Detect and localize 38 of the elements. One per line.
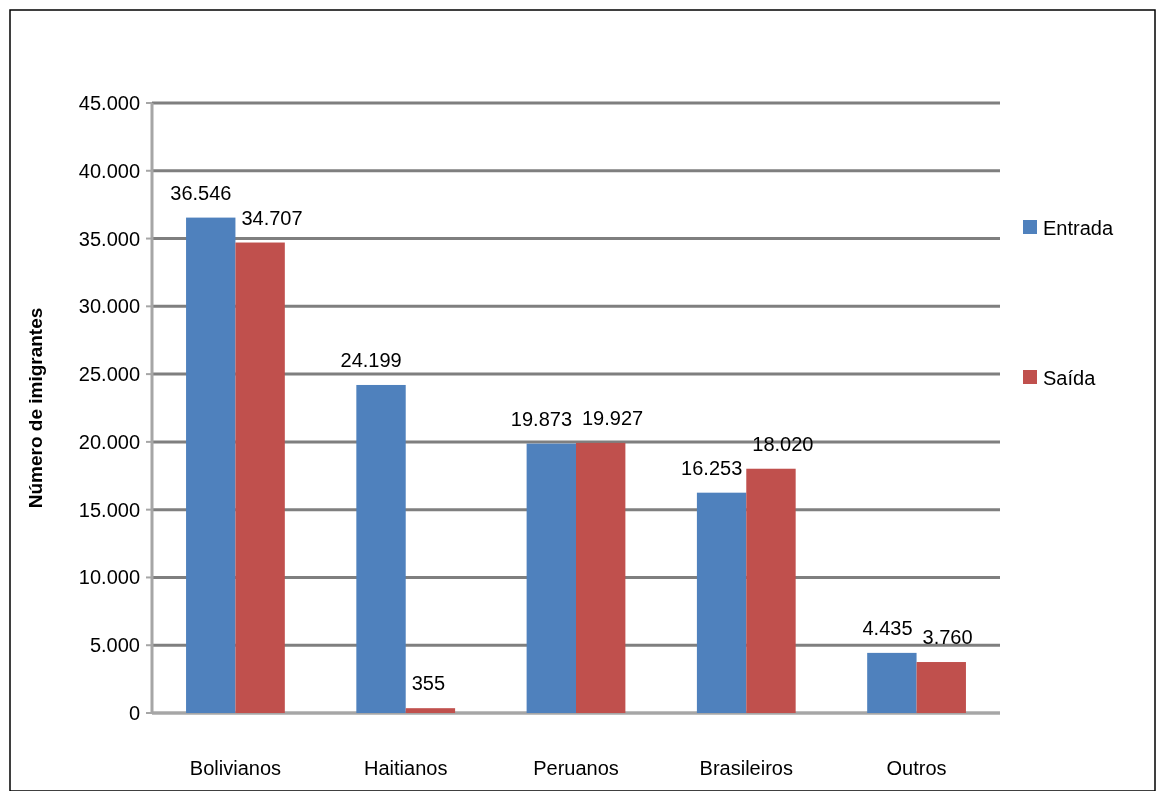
legend-label: Entrada bbox=[1043, 217, 1114, 239]
y-tick-label: 20.000 bbox=[78, 430, 140, 453]
data-label: 18.020 bbox=[752, 432, 814, 455]
y-tick-label: 25.000 bbox=[78, 363, 140, 386]
x-tick-label: Outros bbox=[886, 757, 947, 779]
x-tick-label: Brasileiros bbox=[699, 757, 793, 779]
y-tick-label: 0 bbox=[128, 702, 140, 724]
bar bbox=[576, 442, 626, 713]
data-label: 19.927 bbox=[582, 406, 644, 429]
data-label: 16.253 bbox=[681, 456, 743, 479]
y-tick-label: 35.000 bbox=[78, 227, 140, 250]
bar bbox=[746, 468, 796, 713]
data-label: 36.546 bbox=[170, 181, 232, 204]
data-label: 4.435 bbox=[862, 616, 913, 639]
bar bbox=[405, 708, 456, 713]
y-tick-label: 40.000 bbox=[78, 159, 140, 182]
bar bbox=[356, 384, 406, 713]
x-tick-label: Peruanos bbox=[533, 757, 619, 779]
data-label: 34.707 bbox=[241, 206, 303, 229]
legend-label: Saída bbox=[1043, 367, 1097, 389]
y-tick-label: 30.000 bbox=[78, 295, 140, 318]
y-tick-label: 5.000 bbox=[89, 634, 140, 657]
bar bbox=[867, 652, 917, 713]
y-tick-label: 15.000 bbox=[78, 498, 140, 521]
bar bbox=[186, 217, 236, 713]
data-label: 19.873 bbox=[510, 407, 572, 430]
data-label: 24.199 bbox=[340, 348, 402, 371]
x-tick-label: Bolivianos bbox=[189, 757, 282, 779]
bar bbox=[696, 492, 747, 713]
x-tick-label: Haitianos bbox=[364, 757, 448, 779]
y-tick-label: 45.000 bbox=[78, 92, 140, 114]
bar bbox=[526, 443, 576, 713]
y-axis-title: Número de imigrantes bbox=[25, 307, 46, 509]
bar bbox=[235, 242, 285, 713]
data-label: 355 bbox=[411, 672, 446, 695]
y-tick-label: 10.000 bbox=[78, 566, 140, 589]
bar bbox=[916, 662, 966, 713]
data-label: 3.760 bbox=[922, 626, 973, 649]
